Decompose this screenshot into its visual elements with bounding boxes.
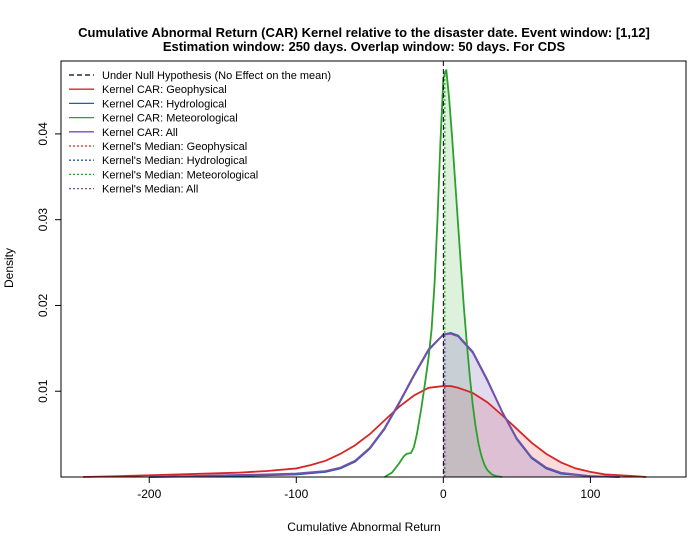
x-tick-label: 100 <box>580 487 600 501</box>
y-axis-label: Density <box>2 248 16 288</box>
x-axis: -200 -100 0 100 <box>137 477 601 501</box>
x-tick-label: 0 <box>440 487 447 501</box>
density-line-geophysical <box>83 385 647 478</box>
chart-title-line2: Estimation window: 250 days. Overlap win… <box>163 39 566 54</box>
chart-legend: Under Null Hypothesis (No Effect on the … <box>69 70 331 196</box>
density-lines <box>83 69 647 478</box>
legend-label: Kernel's Median: Hydrological <box>102 155 247 167</box>
density-fill-meteorological <box>443 69 503 477</box>
x-tick-label: -100 <box>284 487 308 501</box>
density-line-all <box>149 332 620 478</box>
y-axis: 0.01 0.02 0.03 0.04 <box>36 122 61 403</box>
legend-label: Kernel's Median: Meteorological <box>102 169 258 181</box>
y-tick-label: 0.04 <box>36 122 50 146</box>
legend-label: Kernel CAR: Hydrological <box>102 98 227 110</box>
x-tick-label: -200 <box>137 487 161 501</box>
y-tick-label: 0.01 <box>36 379 50 403</box>
density-line-meteorological <box>384 69 503 478</box>
y-tick-label: 0.03 <box>36 208 50 232</box>
chart-title-line1: Cumulative Abnormal Return (CAR) Kernel … <box>78 25 650 40</box>
legend-label: Kernel CAR: All <box>102 127 178 139</box>
legend-label: Under Null Hypothesis (No Effect on the … <box>102 70 331 82</box>
legend-label: Kernel CAR: Meteorological <box>102 113 238 125</box>
legend-label: Kernel CAR: Geophysical <box>102 84 227 96</box>
y-tick-label: 0.02 <box>36 293 50 317</box>
density-fill-all <box>443 333 620 477</box>
plot-area-frame <box>60 60 687 478</box>
x-axis-label: Cumulative Abnormal Return <box>287 520 440 534</box>
legend-label: Kernel's Median: Geophysical <box>102 141 247 153</box>
legend-label: Kernel's Median: All <box>102 184 198 196</box>
